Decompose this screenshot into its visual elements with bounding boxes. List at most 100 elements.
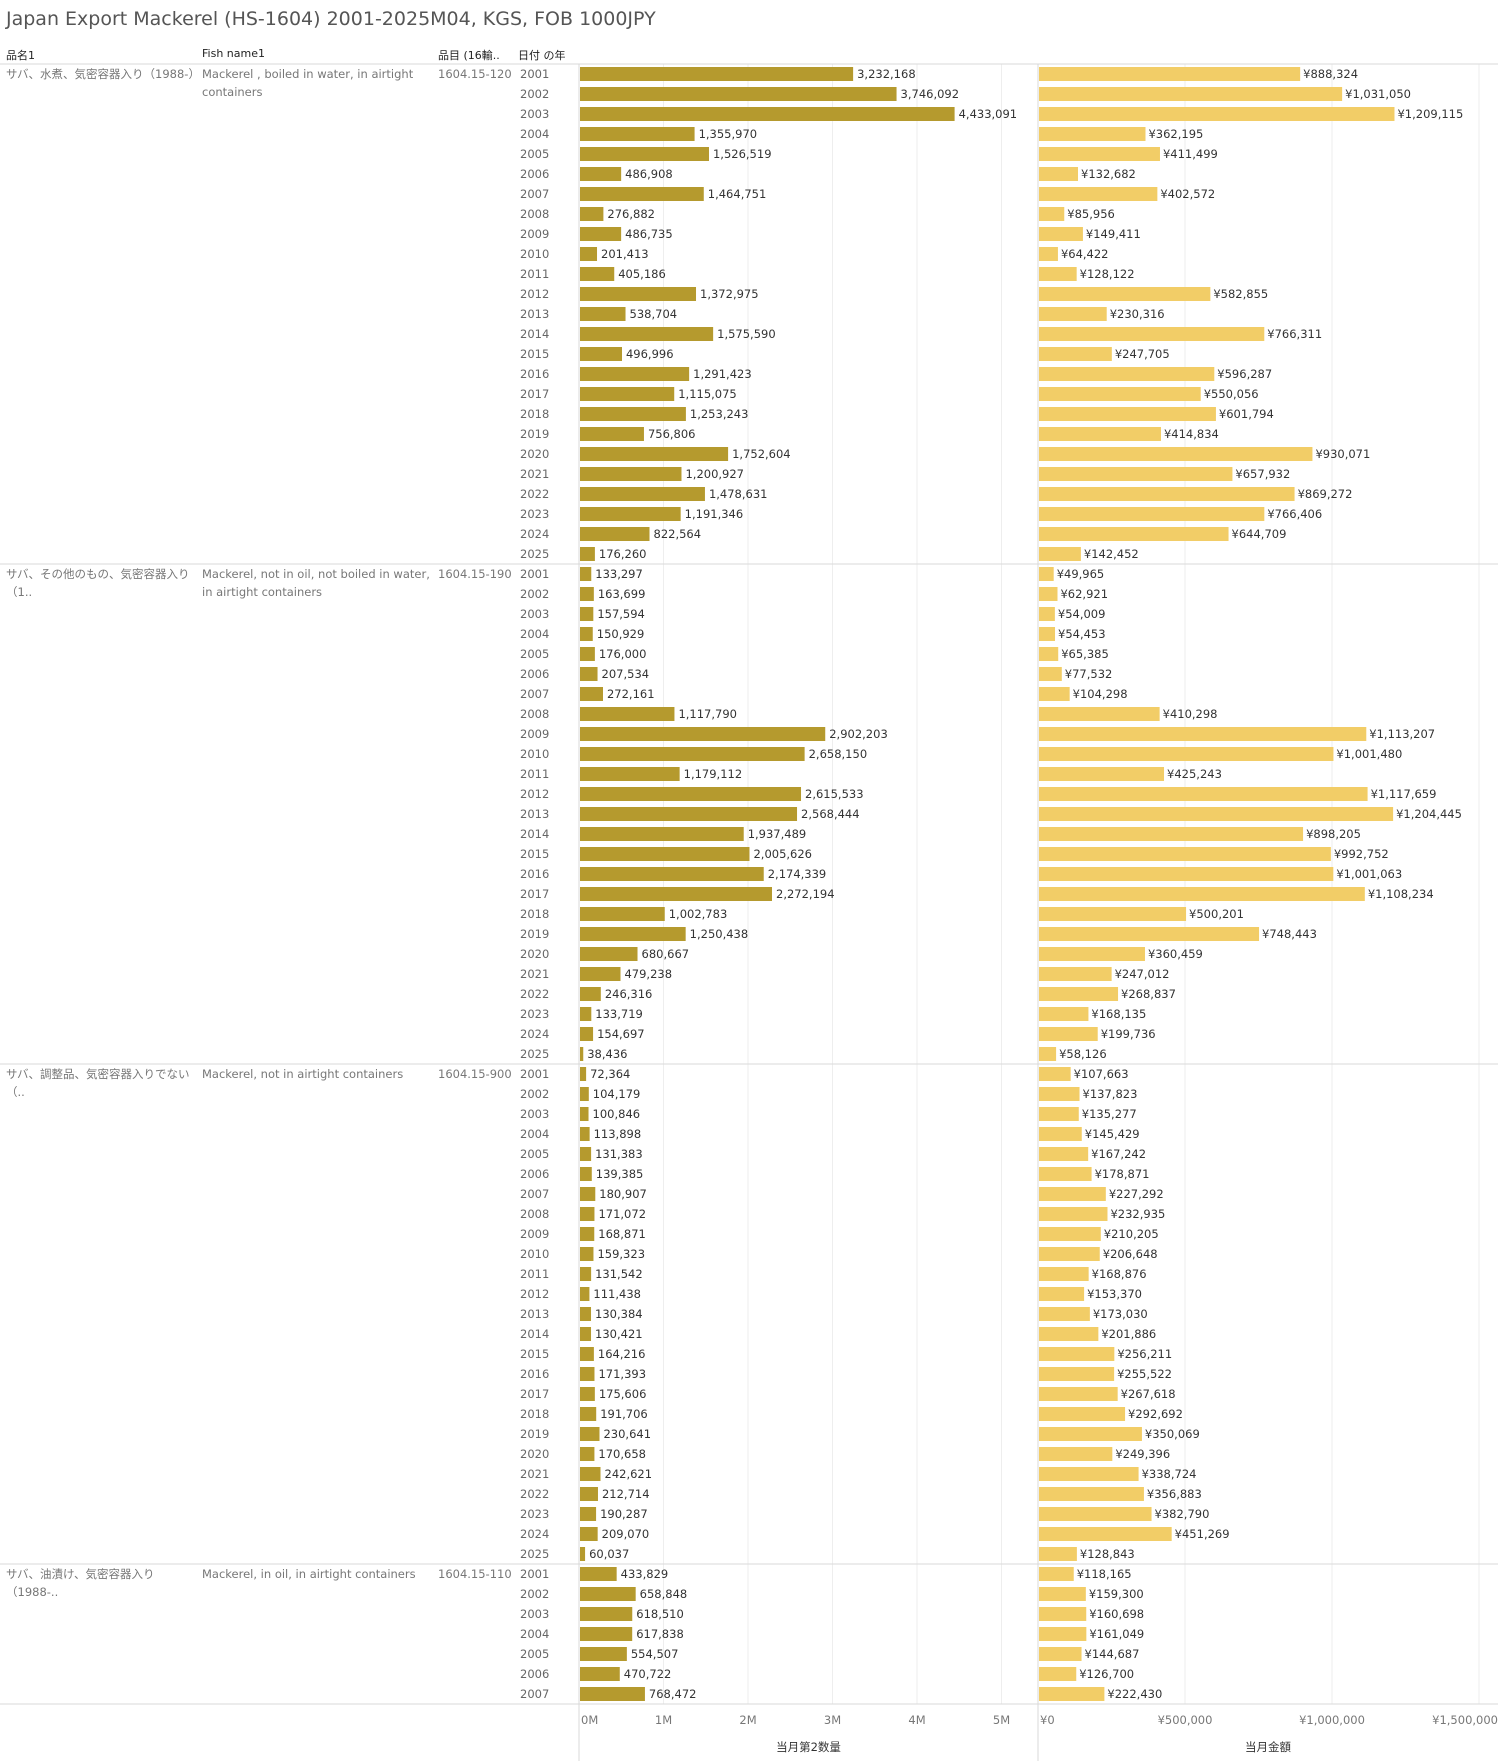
value-bar — [1039, 667, 1062, 681]
quantity-bar — [580, 1087, 589, 1101]
value-data-label: ¥268,837 — [1121, 987, 1176, 1001]
quantity-bar — [580, 1067, 587, 1081]
value-data-label: ¥65,385 — [1061, 647, 1109, 661]
value-data-label: ¥145,429 — [1085, 1127, 1140, 1141]
value-data-label: ¥161,049 — [1089, 1627, 1144, 1641]
quantity-bar — [580, 1667, 620, 1681]
year-label: 2003 — [520, 607, 549, 621]
value-data-label: ¥1,108,234 — [1368, 887, 1434, 901]
quantity-data-label: 113,898 — [594, 1127, 642, 1141]
value-data-label: ¥362,195 — [1148, 127, 1203, 141]
year-label: 2009 — [520, 227, 549, 241]
group-name-jp: サバ、水煮、気密容器入り（1988-） — [6, 67, 196, 81]
year-label: 2023 — [520, 1507, 549, 1521]
value-bar — [1039, 447, 1313, 461]
quantity-bar — [580, 1427, 600, 1441]
quantity-bar — [580, 567, 592, 581]
year-label: 2011 — [520, 767, 549, 781]
value-bar — [1039, 927, 1260, 941]
quantity-data-label: 496,996 — [626, 347, 674, 361]
quantity-data-label: 163,699 — [598, 587, 646, 601]
header-fish-name: Fish name1 — [202, 47, 265, 60]
quantity-data-label: 130,421 — [595, 1327, 643, 1341]
value-data-label: ¥451,269 — [1175, 1527, 1230, 1541]
year-label: 2009 — [520, 727, 549, 741]
year-label: 2022 — [520, 487, 549, 501]
value-bar — [1039, 1027, 1098, 1041]
quantity-bar — [580, 507, 681, 521]
year-label: 2020 — [520, 947, 549, 961]
value-bar — [1039, 1007, 1089, 1021]
quantity-data-label: 176,260 — [599, 547, 647, 561]
group-name-jp: サバ、調整品、気密容器入りでない（.. — [6, 1067, 190, 1099]
year-label: 2004 — [520, 1627, 549, 1641]
year-label: 2004 — [520, 627, 549, 641]
quantity-bar — [580, 1367, 595, 1381]
year-label: 2025 — [520, 1547, 549, 1561]
value-data-label: ¥898,205 — [1306, 827, 1361, 841]
value-bar — [1039, 427, 1161, 441]
quantity-bar — [580, 1107, 589, 1121]
year-label: 2015 — [520, 1347, 549, 1361]
value-bar — [1039, 287, 1211, 301]
value-data-label: ¥382,790 — [1155, 1507, 1210, 1521]
quantity-data-label: 1,478,631 — [709, 487, 768, 501]
value-bar — [1039, 507, 1265, 521]
quantity-data-label: 1,115,075 — [678, 387, 737, 401]
quantity-bar — [580, 307, 626, 321]
quantity-data-label: 1,575,590 — [717, 327, 776, 341]
value-data-label: ¥199,736 — [1101, 1027, 1156, 1041]
quantity-bar — [580, 707, 675, 721]
value-data-label: ¥350,069 — [1145, 1427, 1200, 1441]
header-product-name-jp: 品名1 — [6, 49, 35, 62]
quantity-bar — [580, 667, 598, 681]
year-label: 2019 — [520, 927, 549, 941]
value-bar — [1039, 487, 1295, 501]
quantity-bar — [580, 1007, 592, 1021]
year-label: 2007 — [520, 687, 549, 701]
quantity-bar — [580, 647, 595, 661]
quantity-bar — [580, 907, 665, 921]
year-label: 2024 — [520, 1027, 549, 1041]
quantity-data-label: 554,507 — [631, 1647, 679, 1661]
value-bar — [1039, 1087, 1080, 1101]
year-label: 2024 — [520, 527, 549, 541]
quantity-data-label: 1,179,112 — [684, 767, 743, 781]
chart-title: Japan Export Mackerel (HS-1604) 2001-202… — [6, 8, 656, 30]
value-bar — [1039, 1067, 1071, 1081]
x-tick-label-quantity: 3M — [824, 1713, 841, 1727]
quantity-bar — [580, 167, 622, 181]
group-hs-code: 1604.15-190 — [438, 567, 512, 581]
quantity-data-label: 171,072 — [598, 1207, 646, 1221]
value-data-label: ¥144,687 — [1085, 1647, 1140, 1661]
value-bar — [1039, 327, 1265, 341]
quantity-bar — [580, 227, 622, 241]
year-label: 2003 — [520, 107, 549, 121]
value-bar — [1039, 1287, 1085, 1301]
quantity-bar — [580, 727, 826, 741]
year-label: 2023 — [520, 1007, 549, 1021]
value-bar — [1039, 227, 1083, 241]
year-label: 2014 — [520, 1327, 549, 1341]
quantity-bar — [580, 267, 615, 281]
quantity-bar — [580, 927, 686, 941]
year-label: 2004 — [520, 1127, 549, 1141]
value-bar — [1039, 907, 1187, 921]
value-bar — [1039, 887, 1365, 901]
value-data-label: ¥58,126 — [1059, 1047, 1107, 1061]
quantity-data-label: 3,232,168 — [857, 67, 916, 81]
quantity-bar — [580, 1627, 633, 1641]
quantity-bar — [580, 587, 594, 601]
value-bar — [1039, 587, 1058, 601]
quantity-bar — [580, 627, 593, 641]
value-data-label: ¥206,648 — [1103, 1247, 1158, 1261]
quantity-data-label: 60,037 — [589, 1547, 629, 1561]
group-hs-code: 1604.15-110 — [438, 1567, 512, 1581]
year-label: 2015 — [520, 347, 549, 361]
year-label: 2016 — [520, 1367, 549, 1381]
value-data-label: ¥601,794 — [1219, 407, 1274, 421]
quantity-bar — [580, 1487, 598, 1501]
quantity-data-label: 2,174,339 — [768, 867, 827, 881]
value-bar — [1039, 787, 1368, 801]
